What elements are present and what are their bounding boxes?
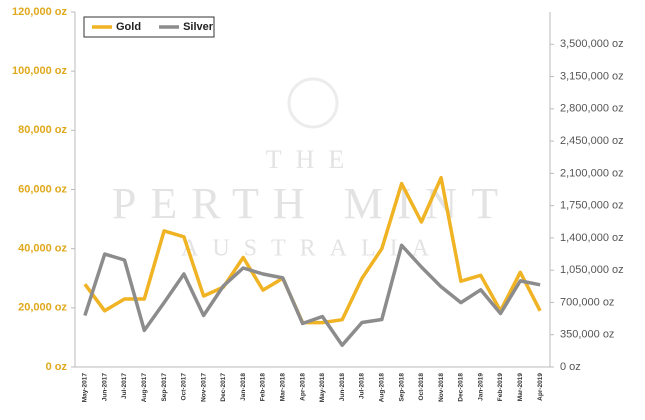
x-tick-label: Feb-2018 bbox=[260, 373, 267, 402]
y2-tick-label: 350,000 oz bbox=[560, 329, 614, 341]
y-tick-label: 20,000 oz bbox=[18, 302, 67, 314]
y2-tick-label: 1,050,000 oz bbox=[560, 264, 624, 276]
x-tick-label: Jan-2019 bbox=[477, 373, 484, 401]
x-tick-label: Apr-2018 bbox=[299, 373, 306, 401]
x-tick-label: Aug-2017 bbox=[141, 373, 148, 403]
x-tick-label: Sep-2018 bbox=[398, 373, 405, 402]
watermark-logo bbox=[287, 77, 339, 129]
x-tick-label: Jun-2018 bbox=[339, 373, 346, 402]
y-tick-label: 40,000 oz bbox=[18, 243, 67, 255]
x-tick-label: Sep-2017 bbox=[161, 373, 168, 402]
watermark: PERTH MINT bbox=[112, 179, 512, 228]
x-tick-label: May-2018 bbox=[319, 373, 326, 403]
y2-tick-label: 3,150,000 oz bbox=[560, 70, 624, 82]
x-tick-label: Feb-2019 bbox=[497, 373, 504, 402]
x-tick-label: Aug-2018 bbox=[378, 373, 385, 403]
x-tick-label: Mar-2018 bbox=[280, 373, 287, 402]
y-tick-label: 100,000 oz bbox=[12, 65, 68, 77]
series-line bbox=[83, 175, 542, 325]
legend-label: Gold bbox=[116, 21, 141, 33]
x-tick-label: May-2017 bbox=[82, 373, 89, 403]
x-tick-label: Jul-2018 bbox=[359, 373, 366, 399]
y2-tick-label: 2,800,000 oz bbox=[560, 103, 624, 115]
x-tick-label: Jun-2017 bbox=[101, 373, 108, 402]
y-tick-label: 60,000 oz bbox=[18, 183, 67, 195]
series-line bbox=[83, 243, 541, 347]
x-tick-label: Nov-2017 bbox=[200, 373, 207, 402]
legend-box bbox=[83, 16, 215, 38]
y2-tick-label: 2,100,000 oz bbox=[560, 167, 624, 179]
watermark: AUSTRALIA bbox=[181, 236, 443, 262]
y-tick-label: 120,000 oz bbox=[12, 6, 68, 18]
y-tick-label: 80,000 oz bbox=[18, 124, 67, 136]
x-tick-label: Nov-2018 bbox=[438, 373, 445, 402]
x-tick-label: Dec-2018 bbox=[458, 373, 465, 402]
watermark: THE bbox=[266, 145, 359, 174]
y2-tick-label: 0 oz bbox=[560, 361, 581, 373]
y2-tick-label: 1,750,000 oz bbox=[560, 200, 624, 212]
y2-tick-label: 1,400,000 oz bbox=[560, 232, 624, 244]
x-tick-label: Oct-2017 bbox=[181, 373, 188, 401]
x-tick-label: Mar-2019 bbox=[517, 373, 524, 402]
x-tick-label: Dec-2017 bbox=[220, 373, 227, 402]
x-tick-label: Jan-2018 bbox=[240, 373, 247, 401]
x-tick-label: Oct-2018 bbox=[418, 373, 425, 401]
y2-tick-label: 2,450,000 oz bbox=[560, 135, 624, 147]
y-tick-label: 0 oz bbox=[46, 361, 68, 373]
legend-label: Silver bbox=[183, 21, 214, 33]
x-tick-label: Apr-2019 bbox=[537, 373, 544, 401]
y2-tick-label: 3,500,000 oz bbox=[560, 38, 624, 50]
y2-tick-label: 700,000 oz bbox=[560, 296, 614, 308]
legend: Gold Silver bbox=[83, 16, 215, 38]
x-tick-label: Jul-2017 bbox=[121, 373, 128, 399]
